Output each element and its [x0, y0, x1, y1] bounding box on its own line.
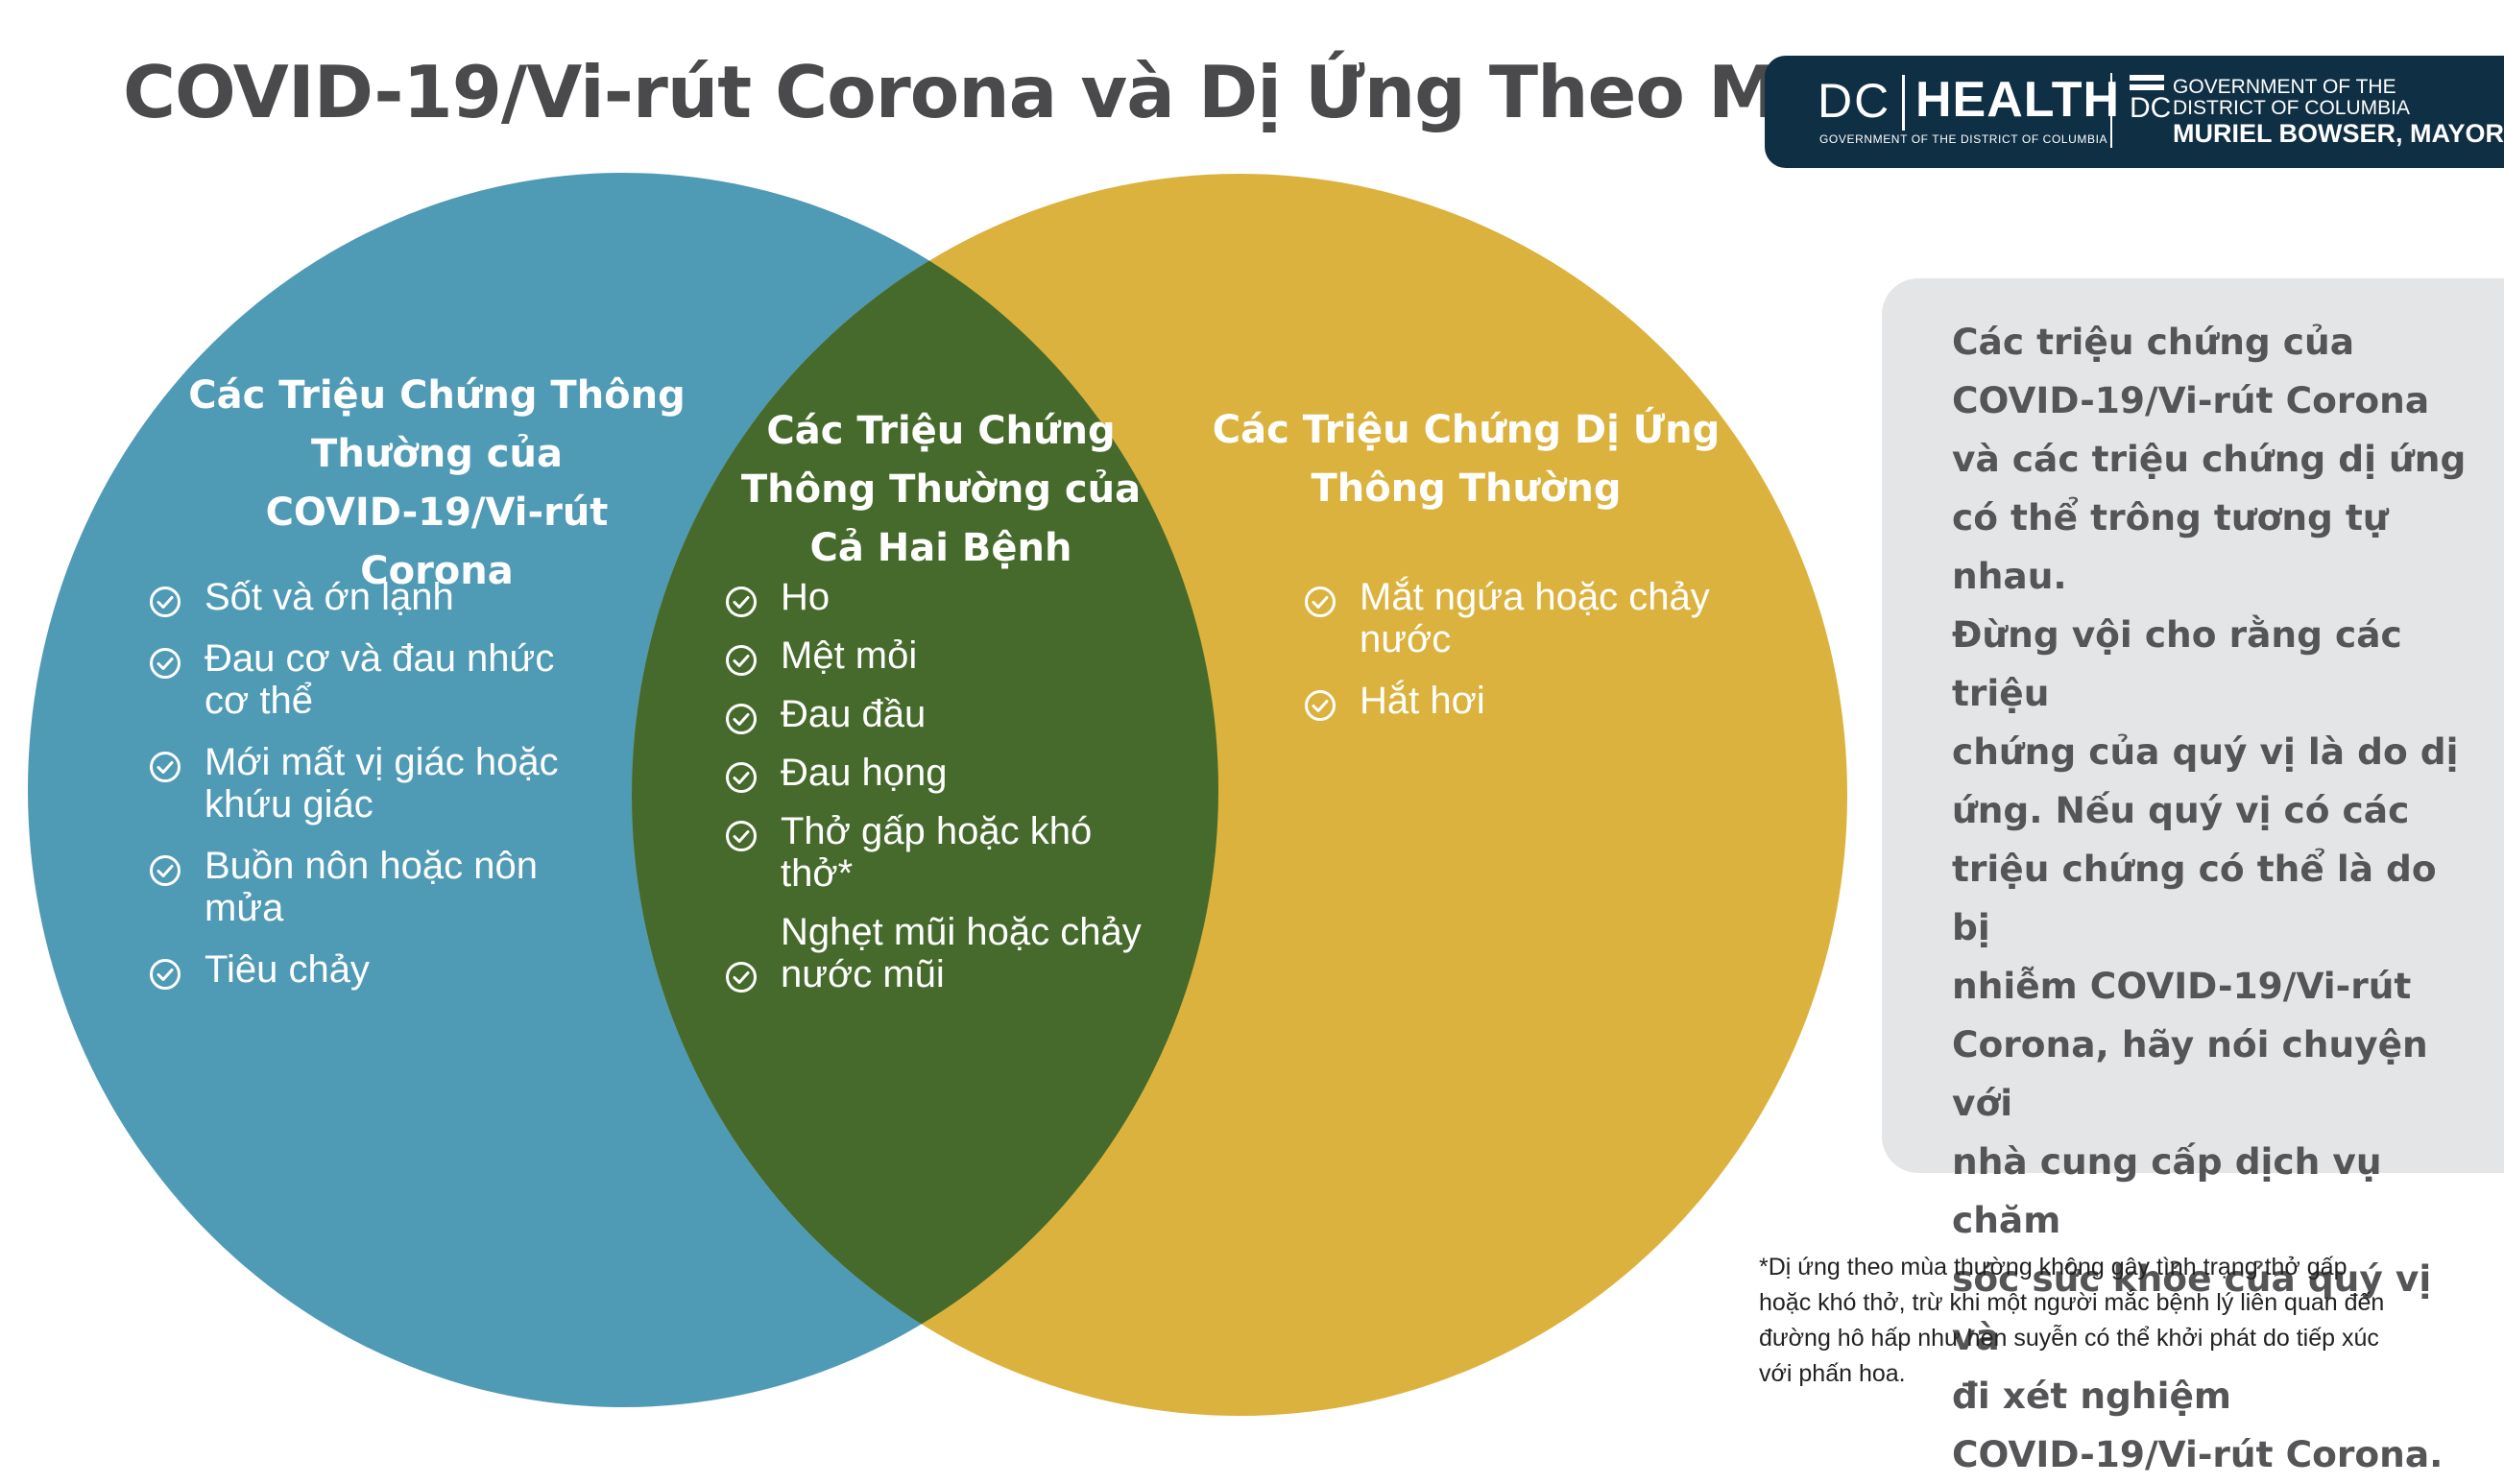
covid-symptom-list: Sốt và ớn lạnh Đau cơ và đau nhức cơ thể…	[149, 576, 648, 991]
covid-symptom-item: Sốt và ớn lạnh	[149, 576, 648, 618]
check-circle-icon	[1305, 586, 1336, 617]
both-symptom-item: Đau đầu	[725, 693, 1224, 735]
logo-dc-text: DC	[1818, 74, 1891, 128]
logo-government-text: GOVERNMENT OF THE DISTRICT OF COLUMBIA	[2173, 76, 2410, 119]
info-callout-box: Các triệu chứng của COVID-19/Vi-rút Coro…	[1882, 278, 2504, 1475]
logo-health-text: HEALTH	[1915, 72, 2121, 128]
check-circle-icon	[726, 821, 757, 851]
check-circle-icon	[150, 648, 181, 679]
overlap-region	[632, 174, 1218, 1407]
logo-subline: GOVERNMENT OF THE DISTRICT OF COLUMBIA	[1819, 132, 2108, 146]
both-symptom-list: Ho Mệt mỏi Đau đầu Đau họng Thở gấp hoặc…	[725, 576, 1224, 995]
both-symptom-item: Mệt mỏi	[725, 634, 1224, 677]
covid-symptom-item: Tiêu chảy	[149, 948, 648, 991]
check-circle-icon	[726, 586, 757, 617]
check-circle-icon	[1305, 690, 1336, 721]
covid-symptom-item: Buồn nôn hoặc nôn mửa	[149, 845, 648, 929]
check-circle-icon	[726, 762, 757, 793]
both-symptom-item: Thở gấp hoặc khó thở*	[725, 810, 1224, 895]
venn-diagram	[28, 173, 1847, 1416]
logo-divider	[2110, 73, 2112, 148]
covid-symptom-item: Đau cơ và đau nhức cơ thể	[149, 637, 648, 722]
dc-health-logo: DC HEALTH GOVERNMENT OF THE DISTRICT OF …	[1765, 56, 2504, 168]
covid-symptom-item: Mới mất vị giác hoặc khứu giác	[149, 741, 648, 826]
allergy-symptom-item: Mắt ngứa hoặc chảy nước	[1304, 576, 1765, 660]
footnote: *Dị ứng theo mùa thường không gây tình t…	[1759, 1254, 2385, 1387]
check-circle-icon	[150, 855, 181, 886]
check-circle-icon	[150, 752, 181, 782]
both-symptom-item: Nghẹt mũi hoặc chảy nước mũi	[725, 911, 1224, 995]
both-symptom-item: Đau họng	[725, 752, 1224, 794]
check-circle-icon	[150, 586, 181, 617]
allergy-heading: Các Triệu Chứng Dị Ứng Thông Thường	[1212, 408, 1721, 511]
covid-heading: Các Triệu Chứng Thông Thường của COVID-1…	[188, 373, 686, 593]
page-title: COVID-19/Vi-rút Corona và Dị Ứng Theo Mù…	[123, 50, 1878, 134]
allergy-symptom-item: Hắt hơi	[1304, 680, 1765, 722]
check-circle-icon	[726, 645, 757, 676]
both-symptom-item: Ho	[725, 576, 1224, 618]
check-circle-icon	[726, 704, 757, 734]
logo-mayor-text: MURIEL BOWSER, MAYOR	[2173, 119, 2504, 148]
logo-separator	[1902, 75, 1905, 131]
allergy-symptom-list: Mắt ngứa hoặc chảy nước Hắt hơi	[1304, 576, 1765, 722]
check-circle-icon	[726, 962, 757, 993]
both-heading: Các Triệu Chứng Thông Thường của Cả Hai …	[740, 409, 1142, 570]
check-circle-icon	[150, 959, 181, 990]
